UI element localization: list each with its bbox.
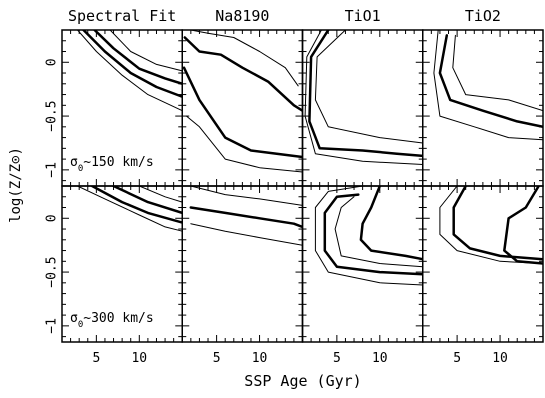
x-tick-label: 5 bbox=[213, 351, 221, 366]
contour-line-middle bbox=[82, 30, 183, 98]
contour-line-middle bbox=[359, 186, 423, 261]
sigma-subscript: 0 bbox=[78, 164, 83, 174]
contour-line-outer bbox=[190, 186, 303, 206]
y-axis-label: log(Z/Z⊙) bbox=[8, 147, 24, 223]
sigma-symbol: σ bbox=[70, 155, 78, 170]
contour-line-outer bbox=[433, 30, 543, 141]
contour-line-middle bbox=[93, 30, 183, 86]
column-title: TiO2 bbox=[465, 7, 501, 25]
column-title: Spectral Fit bbox=[68, 7, 176, 25]
panel-1-3 bbox=[439, 186, 543, 265]
panel-0-0 bbox=[77, 30, 183, 112]
contour-line-middle bbox=[183, 36, 303, 112]
panel-frame bbox=[422, 29, 544, 187]
contour-line-middle bbox=[182, 66, 303, 159]
contour-line-middle bbox=[503, 186, 543, 265]
y-tick-label: −0.5 bbox=[45, 100, 60, 131]
contour-line-outer bbox=[138, 186, 183, 203]
x-tick-label: 10 bbox=[492, 351, 508, 366]
panel-0-2 bbox=[304, 30, 423, 165]
contour-line-middle bbox=[308, 30, 423, 158]
panel-0-3 bbox=[433, 30, 543, 141]
column-title: Na8190 bbox=[215, 7, 269, 25]
contour-line-middle bbox=[90, 186, 183, 224]
y-tick-label: −0.5 bbox=[45, 256, 60, 287]
panel-0-1 bbox=[182, 30, 303, 173]
contour-line-outer bbox=[314, 186, 423, 286]
x-tick-label: 10 bbox=[252, 351, 268, 366]
contour-line-outer bbox=[304, 30, 423, 165]
contour-line-outer bbox=[109, 30, 183, 72]
y-tick-label: 0 bbox=[45, 214, 60, 222]
contour-line-outer bbox=[77, 30, 183, 112]
velocity-dispersion-label: σ0~150 km/s bbox=[70, 155, 154, 174]
contour-line-outer bbox=[452, 34, 543, 112]
panel-frame bbox=[181, 29, 304, 187]
y-tick-label: −1 bbox=[45, 318, 60, 334]
x-tick-label: 10 bbox=[372, 351, 388, 366]
y-tick-label: 0 bbox=[45, 58, 60, 66]
x-tick-label: 5 bbox=[453, 351, 461, 366]
contour-line-outer bbox=[334, 196, 423, 268]
contour-line-middle bbox=[112, 186, 183, 215]
contour-line-middle bbox=[189, 206, 303, 229]
x-tick-label: 5 bbox=[92, 351, 100, 366]
contour-line-middle bbox=[452, 186, 543, 261]
panel-1-0 bbox=[77, 186, 183, 232]
panel-1-1 bbox=[189, 186, 303, 246]
sigma-value: ~150 km/s bbox=[83, 155, 153, 170]
contour-line-middle bbox=[438, 34, 543, 129]
x-tick-label: 10 bbox=[131, 351, 147, 366]
contour-line-outer bbox=[77, 186, 183, 232]
contour-line-outer bbox=[439, 186, 543, 264]
sigma-value: ~300 km/s bbox=[83, 311, 153, 326]
contour-line-outer bbox=[314, 30, 423, 144]
contour-line-outer bbox=[190, 30, 299, 87]
panel-1-2 bbox=[314, 186, 423, 286]
contour-line-middle bbox=[323, 193, 423, 276]
x-axis-label: SSP Age (Gyr) bbox=[244, 372, 361, 390]
contour-line-outer bbox=[186, 115, 303, 173]
panel-frame bbox=[301, 185, 424, 343]
y-tick-label: −1 bbox=[45, 162, 60, 178]
sigma-symbol: σ bbox=[70, 311, 78, 326]
contour-line-outer bbox=[190, 223, 303, 246]
sigma-subscript: 0 bbox=[78, 320, 83, 330]
x-tick-label: 5 bbox=[333, 351, 341, 366]
velocity-dispersion-label: σ0~300 km/s bbox=[70, 311, 154, 330]
column-title: TiO1 bbox=[345, 7, 381, 25]
